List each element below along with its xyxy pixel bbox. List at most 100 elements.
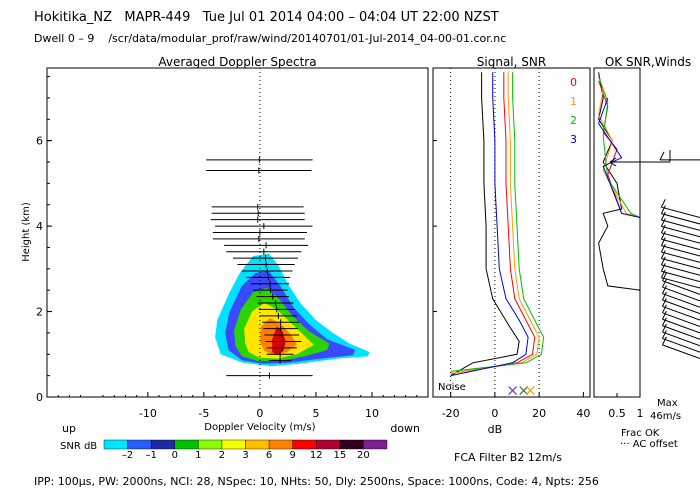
spectra-title: Averaged Doppler Spectra bbox=[158, 55, 316, 69]
noise-label: Noise bbox=[438, 382, 466, 393]
wind-barb bbox=[659, 151, 700, 161]
signal-line-1 bbox=[450, 72, 540, 374]
spectra-axes-frame bbox=[46, 67, 429, 398]
colorbar-swatch bbox=[292, 439, 317, 450]
wind-barb bbox=[661, 311, 700, 334]
wind-barb-staff bbox=[662, 331, 700, 347]
colorbar-swatch bbox=[339, 439, 364, 450]
wind-barb-feather bbox=[661, 291, 667, 301]
wind-barb-feather bbox=[661, 285, 667, 294]
wind-barb-staff bbox=[662, 299, 700, 315]
wind-barb-feather bbox=[661, 298, 667, 307]
signal-x-label: dB bbox=[488, 423, 503, 436]
wind-barb bbox=[660, 198, 700, 219]
wind-barb-staff bbox=[662, 293, 700, 308]
down-note: down bbox=[390, 422, 420, 435]
file-path: /scr/data/modular_prof/raw/wind/20140701… bbox=[108, 32, 507, 45]
x-tick-label: 10 bbox=[365, 407, 379, 420]
colorbar-swatch bbox=[174, 439, 199, 450]
wind-barb bbox=[660, 205, 700, 225]
colorbar-tick-label: 3 bbox=[242, 450, 248, 461]
wind-barb-staff bbox=[661, 270, 700, 283]
wind-barb-staff bbox=[661, 264, 700, 276]
colorbar-swatch bbox=[363, 439, 388, 450]
fca-filter-label: FCA Filter B2 12m/s bbox=[454, 451, 562, 464]
frac-ok-line-2 bbox=[598, 76, 641, 376]
colorbar-swatch bbox=[245, 439, 270, 450]
legend-entry-1: 1 bbox=[570, 95, 577, 108]
wind-barb-feather bbox=[660, 237, 666, 246]
wind-barb-staff bbox=[661, 213, 700, 225]
colorbar-tick-label: 12 bbox=[310, 450, 323, 461]
wind-barb-feather bbox=[660, 205, 666, 214]
dwell-range: Dwell 0 – 9 bbox=[34, 32, 95, 45]
wind-barb-staff bbox=[662, 318, 700, 334]
max-label: Max bbox=[657, 398, 678, 409]
wind-barb bbox=[661, 278, 700, 302]
wind-barb-staff bbox=[662, 286, 700, 302]
legend-entry-3: 3 bbox=[570, 133, 577, 146]
signal-axes-frame bbox=[432, 67, 591, 398]
wind-barb bbox=[661, 317, 700, 340]
header-line-2: Dwell 0 – 9 /scr/data/modular_prof/raw/w… bbox=[34, 33, 506, 45]
wind-barb-staff bbox=[661, 245, 700, 257]
colorbar-tick-label: –2 bbox=[122, 450, 133, 461]
colorbar-tick-label: –1 bbox=[145, 450, 156, 461]
signal-x-tick-label: 0 bbox=[491, 407, 498, 420]
wind-barb-feather bbox=[660, 198, 666, 208]
wind-barb-staff bbox=[662, 344, 700, 360]
wind-barb-feather bbox=[660, 250, 666, 259]
wind-barb-feather bbox=[661, 278, 667, 288]
legend-entry-2: 2 bbox=[570, 114, 577, 127]
wind-barb-staff bbox=[662, 312, 700, 327]
colorbar-swatch bbox=[198, 439, 223, 450]
colorbar-swatch bbox=[316, 439, 341, 450]
wind-barb-feather bbox=[661, 336, 667, 346]
ac-offset-label: ··· AC offset bbox=[620, 439, 678, 450]
wind-barb bbox=[660, 250, 700, 270]
wind-barb-feather bbox=[660, 224, 666, 234]
wind-barb bbox=[661, 272, 700, 295]
wind-barb bbox=[661, 323, 700, 347]
wind-barb-staff bbox=[662, 305, 700, 321]
frac-ok-line-0 bbox=[598, 80, 641, 376]
noise-marker bbox=[525, 386, 535, 396]
snr-contour-9 bbox=[259, 318, 297, 356]
time-range: Tue Jul 01 2014 04:00 – 04:04 UT 22:00 N… bbox=[202, 10, 499, 25]
wind-barb bbox=[661, 298, 700, 321]
signal-title: Signal, SNR bbox=[477, 55, 546, 69]
wind-barb bbox=[660, 269, 700, 289]
colorbar-label: SNR dB bbox=[60, 441, 97, 452]
noise-marker bbox=[508, 386, 518, 396]
wind-barb-feather bbox=[661, 304, 667, 314]
colorbar-tick-label: 20 bbox=[357, 450, 370, 461]
wind-barb bbox=[660, 263, 700, 283]
winds-x-tick-label: 1 bbox=[637, 407, 644, 420]
y-axis-label: Height (km) bbox=[21, 202, 32, 262]
wind-barb-feather bbox=[660, 256, 666, 266]
wind-barb bbox=[661, 291, 700, 315]
wind-barb bbox=[660, 256, 700, 276]
up-note: up bbox=[62, 422, 76, 435]
frac-ok-line-frac_ok bbox=[598, 72, 641, 376]
frac-ok-line-1 bbox=[598, 89, 641, 376]
x-tick-label: 5 bbox=[312, 407, 319, 420]
wind-barb bbox=[660, 231, 700, 251]
colorbar-tick-label: 9 bbox=[289, 450, 295, 461]
wind-barb-staff bbox=[661, 232, 700, 244]
wind-barb bbox=[660, 237, 700, 257]
wind-barb bbox=[660, 211, 700, 231]
wind-barb-feather bbox=[661, 311, 667, 320]
instrument-name: MAPR-449 bbox=[124, 10, 191, 25]
snr-contour--1 bbox=[225, 271, 356, 364]
signal-line-signal bbox=[450, 72, 520, 377]
wind-barb-feather bbox=[660, 269, 666, 278]
wind-barb bbox=[661, 304, 700, 327]
wind-barb-staff bbox=[661, 277, 700, 289]
colorbar-swatch bbox=[268, 439, 293, 450]
wind-barb-staff bbox=[662, 325, 700, 340]
wind-arrow-head bbox=[609, 157, 617, 167]
header-line-1: Hokitika_NZ MAPR-449 Tue Jul 01 2014 04:… bbox=[34, 10, 499, 25]
wind-barb-staff bbox=[661, 219, 700, 231]
